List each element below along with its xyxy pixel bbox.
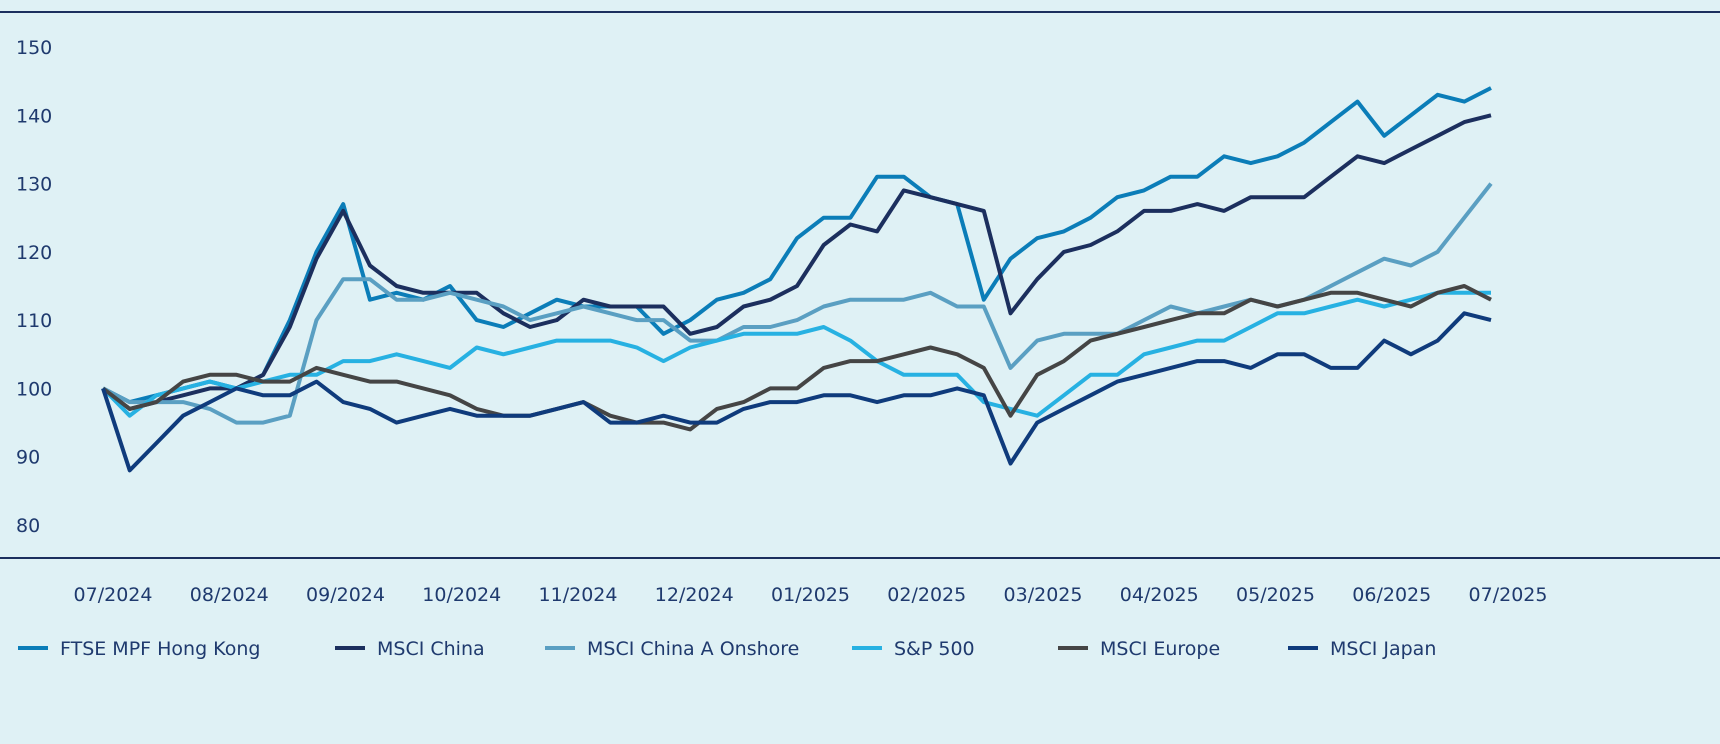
x-tick-label: 06/2025 bbox=[1352, 584, 1431, 606]
x-tick-label: 10/2024 bbox=[422, 584, 501, 606]
legend-label: MSCI China A Onshore bbox=[587, 638, 799, 660]
x-tick-label: 03/2025 bbox=[1004, 584, 1083, 606]
x-tick-label: 12/2024 bbox=[655, 584, 734, 606]
x-tick-label: 07/2024 bbox=[74, 584, 153, 606]
x-axis: 07/2024 08/2024 09/2024 10/2024 11/2024 12/20… bbox=[74, 584, 1548, 606]
series-line-0 bbox=[102, 86, 1492, 405]
x-tick-label: 09/2024 bbox=[306, 584, 385, 606]
series-line-3 bbox=[101, 290, 1491, 418]
y-tick-label: 130 bbox=[16, 174, 52, 196]
y-tick-label: 140 bbox=[16, 105, 52, 127]
legend-label: MSCI Europe bbox=[1100, 638, 1220, 660]
series-lines bbox=[101, 86, 1493, 473]
y-tick-label: 120 bbox=[16, 242, 52, 264]
x-tick-label: 11/2024 bbox=[539, 584, 618, 606]
series-line-4 bbox=[101, 284, 1492, 432]
y-tick-label: 150 bbox=[16, 37, 52, 59]
x-tick-label: 04/2025 bbox=[1120, 584, 1199, 606]
legend-label: MSCI China bbox=[377, 638, 485, 660]
x-tick-label: 05/2025 bbox=[1236, 584, 1315, 606]
series-line-5 bbox=[101, 311, 1492, 473]
y-axis: 80 90 100 110 120 130 140 150 bbox=[16, 37, 52, 537]
y-tick-label: 90 bbox=[16, 447, 40, 469]
legend-label: FTSE MPF Hong Kong bbox=[60, 638, 260, 660]
legend-label: S&P 500 bbox=[894, 638, 975, 660]
y-tick-label: 80 bbox=[16, 515, 40, 537]
x-tick-label: 07/2025 bbox=[1469, 584, 1548, 606]
y-tick-label: 110 bbox=[16, 310, 52, 332]
series-line-1 bbox=[101, 113, 1492, 411]
y-tick-label: 100 bbox=[16, 378, 52, 400]
x-tick-label: 02/2025 bbox=[887, 584, 966, 606]
legend: FTSE MPF Hong Kong MSCI China MSCI China A… bbox=[18, 638, 1436, 660]
x-tick-label: 01/2025 bbox=[771, 584, 850, 606]
x-tick-label: 08/2024 bbox=[190, 584, 269, 606]
legend-label: MSCI Japan bbox=[1330, 638, 1436, 660]
